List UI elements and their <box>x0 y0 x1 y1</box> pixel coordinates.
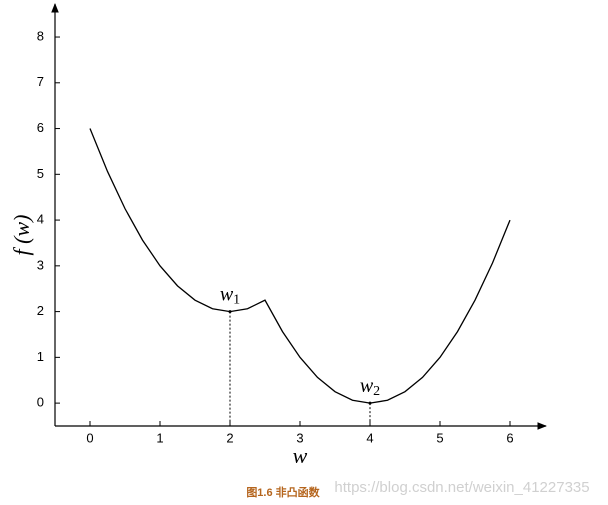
x-tick-label: 1 <box>156 430 163 445</box>
x-tick-label: 5 <box>436 430 443 445</box>
y-axis-label: f (w) <box>9 215 34 256</box>
caption: 图1.6 非凸函数 <box>246 485 320 499</box>
y-tick-label: 0 <box>37 395 44 410</box>
annotation-text: w <box>360 375 374 397</box>
y-tick-label: 4 <box>37 212 44 227</box>
annotation-sub: 2 <box>373 384 380 399</box>
x-axis-label: w <box>293 443 308 468</box>
y-tick-label: 3 <box>37 257 44 272</box>
annotation: w1 <box>220 283 240 308</box>
x-tick-label: 3 <box>296 430 303 445</box>
y-tick-label: 2 <box>37 303 44 318</box>
x-tick-label: 6 <box>506 430 513 445</box>
watermark: https://blog.csdn.net/weixin_41227335 <box>334 479 589 496</box>
x-tick-label: 2 <box>226 430 233 445</box>
y-tick-label: 7 <box>37 74 44 89</box>
y-tick-label: 1 <box>37 349 44 364</box>
y-tick-label: 8 <box>37 28 44 43</box>
annotation-text: w <box>220 283 234 305</box>
point <box>368 401 372 405</box>
x-tick-label: 4 <box>366 430 373 445</box>
curve <box>89 128 511 404</box>
annotation: w2 <box>360 375 380 400</box>
y-tick-label: 6 <box>37 120 44 135</box>
point <box>228 310 232 314</box>
x-tick-label: 0 <box>86 430 93 445</box>
annotation-sub: 1 <box>233 293 240 308</box>
y-tick-label: 5 <box>37 166 44 181</box>
